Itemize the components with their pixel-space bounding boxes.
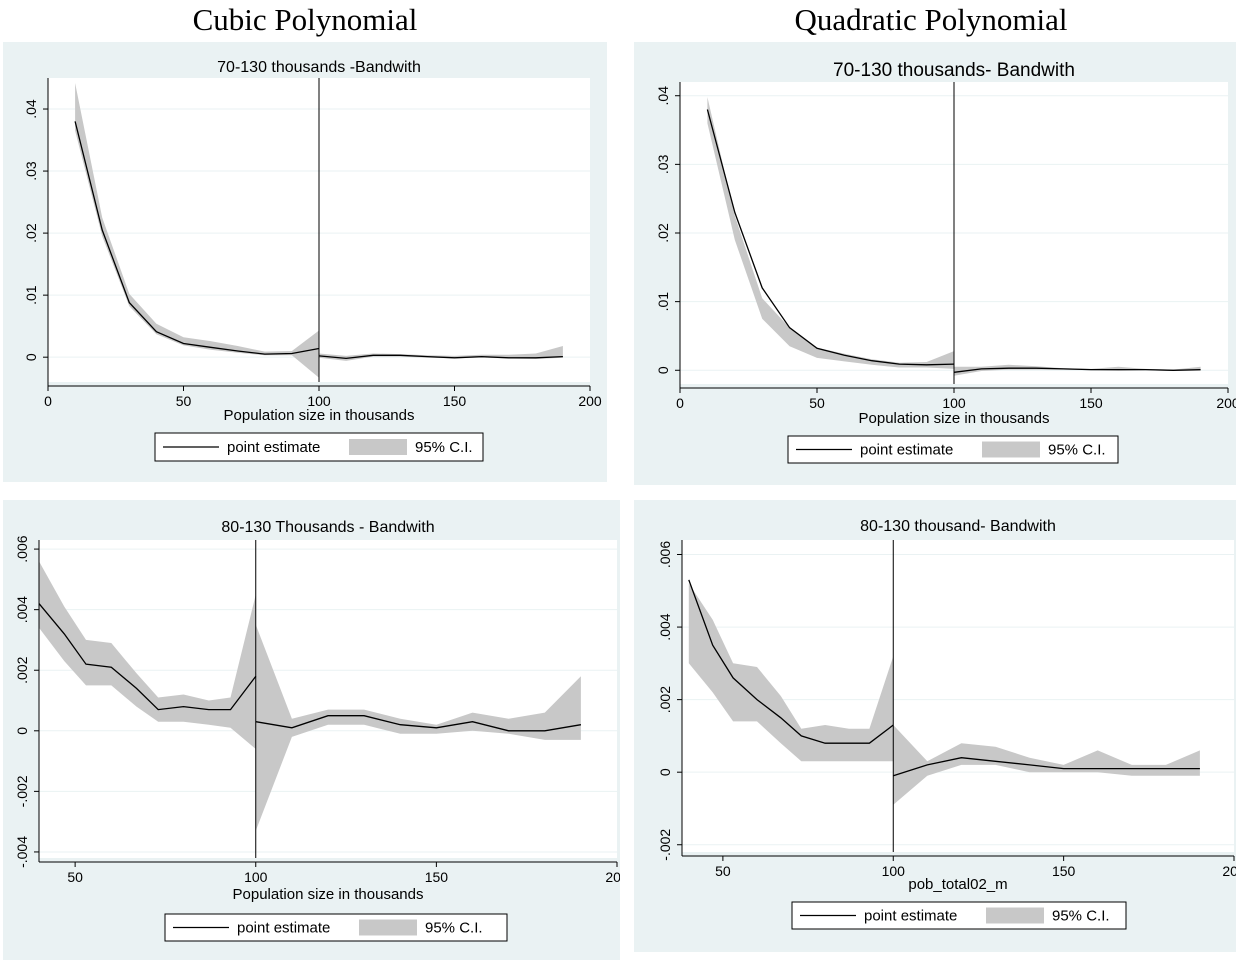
x-tick-label: 50 bbox=[67, 869, 83, 885]
ci-band-right bbox=[954, 364, 1201, 376]
y-tick-label: .04 bbox=[655, 86, 671, 106]
y-tick-label: .006 bbox=[14, 535, 30, 562]
legend: point estimate 95% C.I. bbox=[154, 432, 484, 462]
ci-band-right bbox=[893, 725, 1200, 805]
x-tick-label: 100 bbox=[244, 869, 268, 885]
y-tick-label: .004 bbox=[657, 613, 673, 640]
x-tick-label: 150 bbox=[1079, 395, 1103, 411]
x-tick-label: 100 bbox=[942, 395, 966, 411]
y-tick-label: .04 bbox=[23, 99, 39, 119]
x-tick-label: 150 bbox=[443, 393, 467, 409]
legend-band-swatch bbox=[359, 919, 417, 936]
y-tick-label: .02 bbox=[23, 223, 39, 243]
chart-panel-cubic-80-130: 80-130 Thousands - Bandwith -.004 -.002 0 .0… bbox=[3, 500, 620, 960]
legend-box bbox=[164, 913, 508, 942]
y-tick-label: -.002 bbox=[14, 775, 30, 807]
y-tick-label: .01 bbox=[655, 292, 671, 312]
x-tick-label: 150 bbox=[425, 869, 449, 885]
x-tick-label: 200 bbox=[605, 869, 620, 885]
chart-panel-cubic-70-130: 70-130 thousands -Bandwith 0 .01 .02 .03 .04 0… bbox=[3, 42, 607, 482]
y-tick-label: .02 bbox=[655, 223, 671, 243]
point-estimate-line-left bbox=[74, 121, 320, 355]
x-axis-label: Population size in thousands bbox=[224, 407, 415, 424]
y-tick-label: .006 bbox=[657, 541, 673, 568]
chart-svg-cubic-80-130: 80-130 Thousands - Bandwith -.004 -.002 0 .0… bbox=[14, 519, 620, 942]
y-tick-label: 0 bbox=[14, 727, 30, 735]
legend-band-swatch bbox=[982, 441, 1040, 458]
x-tick-label: 200 bbox=[578, 393, 602, 409]
point-estimate-line-right bbox=[953, 367, 1201, 373]
y-tick-label: -.002 bbox=[657, 829, 673, 861]
y-tick-label: 0 bbox=[657, 768, 673, 776]
chart-svg-quadratic-70-130: 70-130 thousands- Bandwith 0 .01 .02 .03 .04 0… bbox=[655, 60, 1236, 464]
chart-svg-cubic-70-130: 70-130 thousands -Bandwith 0 .01 .02 .03 .04 0… bbox=[23, 59, 602, 462]
y-tick-label: .002 bbox=[14, 656, 30, 683]
x-axis-label: Population size in thousands bbox=[233, 886, 424, 903]
y-tick-label: .01 bbox=[23, 285, 39, 305]
legend-label-point-estimate: point estimate bbox=[237, 920, 330, 937]
point-estimate-line-right bbox=[255, 715, 582, 732]
legend-label-ci: 95% C.I. bbox=[415, 439, 473, 456]
y-tick-label: 0 bbox=[655, 366, 671, 374]
x-tick-label: 50 bbox=[715, 863, 731, 879]
legend-label-ci: 95% C.I. bbox=[425, 920, 483, 937]
legend-band-swatch bbox=[349, 439, 407, 455]
legend-label-ci: 95% C.I. bbox=[1052, 908, 1110, 925]
ci-band-left bbox=[688, 583, 894, 762]
ci-band-left bbox=[75, 83, 319, 378]
ci-band-right bbox=[255, 624, 581, 831]
legend-band-swatch bbox=[986, 907, 1044, 924]
column-title-cubic: Cubic Polynomial bbox=[192, 2, 418, 37]
x-axis-label: pob_total02_m bbox=[908, 876, 1007, 893]
legend-label-point-estimate: point estimate bbox=[860, 442, 953, 459]
y-tick-label: -.004 bbox=[14, 836, 30, 868]
x-tick-label: 50 bbox=[809, 395, 825, 411]
chart-panel-quadratic-70-130: 70-130 thousands- Bandwith 0 .01 .02 .03 .04 0… bbox=[634, 42, 1236, 485]
chart-panel-quadratic-80-130: 80-130 thousand- Bandwith -.002 0 .002 .004.… bbox=[634, 500, 1236, 952]
x-axis-label: Population size in thousands bbox=[859, 410, 1050, 427]
point-estimate-line-right bbox=[893, 757, 1200, 777]
x-tick-label: 200 bbox=[1222, 863, 1236, 879]
legend-label-point-estimate: point estimate bbox=[864, 908, 957, 925]
chart-svg-quadratic-80-130: 80-130 thousand- Bandwith -.002 0 .002 .004.… bbox=[657, 518, 1236, 930]
y-tick-label: .002 bbox=[657, 686, 673, 713]
point-estimate-line-left bbox=[706, 109, 955, 366]
x-tick-label: 0 bbox=[676, 395, 684, 411]
y-tick-label: 0 bbox=[23, 353, 39, 361]
point-estimate-line-left bbox=[688, 579, 894, 744]
legend: point estimate 95% C.I. bbox=[164, 913, 508, 942]
chart-title: 70-130 thousands -Bandwith bbox=[217, 59, 421, 76]
y-tick-label: .004 bbox=[14, 596, 30, 623]
legend-label-ci: 95% C.I. bbox=[1048, 442, 1106, 459]
x-tick-label: 150 bbox=[1052, 863, 1076, 879]
chart-title: 80-130 thousand- Bandwith bbox=[860, 518, 1056, 535]
y-tick-label: .03 bbox=[23, 161, 39, 181]
x-tick-label: 0 bbox=[44, 393, 52, 409]
chart-title: 80-130 Thousands - Bandwith bbox=[221, 519, 434, 536]
y-tick-label: .03 bbox=[655, 154, 671, 174]
x-tick-label: 100 bbox=[307, 393, 331, 409]
plot-area bbox=[39, 540, 617, 858]
ci-band-left bbox=[39, 561, 256, 749]
legend: point estimate 95% C.I. bbox=[791, 901, 1127, 930]
column-title-quadratic: Quadratic Polynomial bbox=[794, 2, 1068, 37]
x-tick-label: 200 bbox=[1216, 395, 1236, 411]
point-estimate-line-left bbox=[38, 603, 257, 711]
x-tick-label: 50 bbox=[176, 393, 192, 409]
x-tick-label: 100 bbox=[882, 863, 906, 879]
legend-label-point-estimate: point estimate bbox=[227, 439, 320, 456]
point-estimate-line-right bbox=[318, 354, 563, 360]
legend: point estimate 95% C.I. bbox=[787, 435, 1119, 464]
chart-title: 70-130 thousands- Bandwith bbox=[833, 60, 1075, 81]
